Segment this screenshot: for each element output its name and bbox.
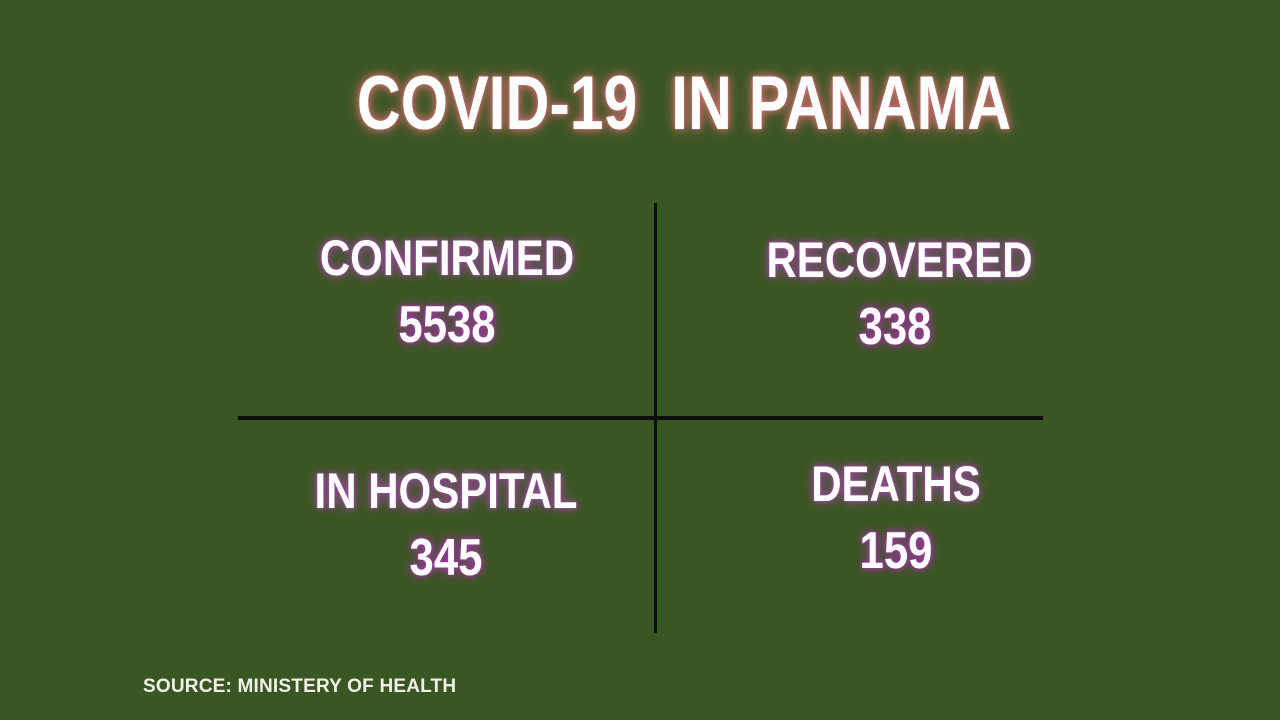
divider-horizontal-line [238, 416, 1043, 420]
stat-in-hospital-value: 345 [409, 528, 483, 587]
stat-confirmed-value: 5538 [398, 295, 496, 354]
stat-deaths-label: DEATHS [811, 456, 981, 512]
stat-deaths-value: 159 [859, 521, 933, 580]
stat-recovered-value: 338 [858, 297, 932, 356]
stat-deaths: DEATHS 159 [742, 458, 1050, 577]
stat-confirmed: CONFIRMED 5538 [240, 232, 654, 351]
stat-confirmed-label: CONFIRMED [319, 230, 575, 286]
stat-recovered-label: RECOVERED [766, 232, 1033, 288]
page-title: COVID-19 IN PANAMA [356, 61, 1012, 146]
stat-in-hospital: IN HOSPITAL 345 [240, 465, 652, 584]
source-credit: SOURCE: MINISTERY OF HEALTH [143, 676, 457, 697]
stat-recovered: RECOVERED 338 [742, 234, 1048, 353]
stat-in-hospital-label: IN HOSPITAL [314, 463, 578, 519]
